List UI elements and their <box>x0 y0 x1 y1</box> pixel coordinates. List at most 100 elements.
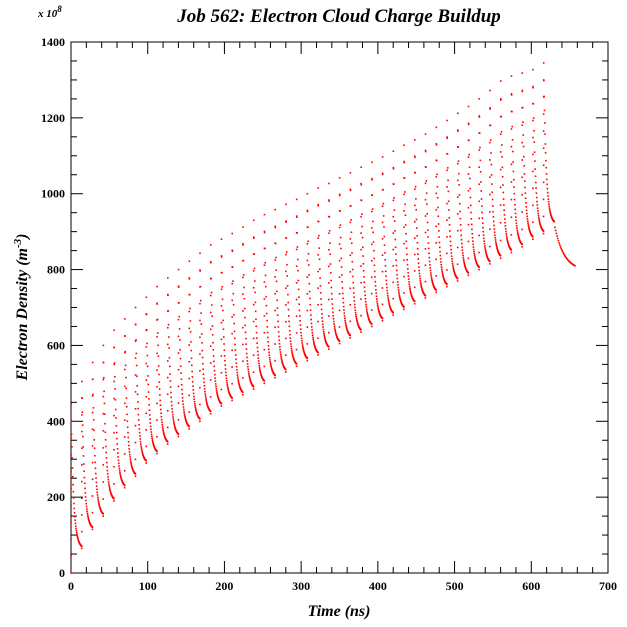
data-point <box>563 253 565 255</box>
data-point <box>375 295 378 298</box>
data-point <box>252 385 255 388</box>
data-point <box>311 334 314 336</box>
data-point <box>199 418 201 420</box>
data-point <box>331 303 334 305</box>
data-point <box>285 220 287 222</box>
data-point <box>156 450 158 452</box>
data-point <box>381 238 384 240</box>
data-point <box>278 342 281 345</box>
data-point <box>211 304 213 306</box>
data-point <box>511 138 514 141</box>
data-point <box>478 266 480 268</box>
data-point <box>168 365 171 368</box>
data-point <box>180 372 182 374</box>
data-point <box>80 530 83 533</box>
data-point <box>360 215 362 218</box>
data-point <box>452 267 455 270</box>
x-tick-label: 200 <box>215 579 233 593</box>
data-point <box>437 215 440 218</box>
data-point <box>342 297 344 300</box>
data-point <box>231 232 234 235</box>
data-point <box>365 303 367 306</box>
data-point <box>463 260 465 263</box>
data-point <box>458 194 461 196</box>
data-point <box>403 160 405 163</box>
data-point <box>381 205 384 207</box>
data-point <box>224 364 227 366</box>
data-point <box>403 308 405 311</box>
data-point <box>355 315 358 318</box>
data-point <box>489 245 491 248</box>
data-point <box>181 388 183 391</box>
data-point <box>216 394 219 396</box>
data-point <box>469 204 472 207</box>
data-point <box>321 320 324 323</box>
data-point <box>264 247 266 250</box>
data-point <box>116 448 119 450</box>
data-point <box>550 215 553 218</box>
data-point <box>91 411 94 414</box>
data-point <box>228 390 230 393</box>
data-point <box>515 222 518 225</box>
data-point <box>330 292 333 295</box>
data-point <box>470 217 473 220</box>
data-point <box>248 374 250 376</box>
data-point <box>322 330 325 333</box>
data-point <box>134 424 137 427</box>
data-point <box>254 310 257 313</box>
data-point <box>70 403 72 406</box>
data-point <box>341 287 344 289</box>
data-point <box>124 368 126 371</box>
data-point <box>353 303 356 306</box>
data-point <box>366 310 368 312</box>
data-point <box>84 492 87 494</box>
data-point <box>483 240 485 242</box>
data-point <box>72 490 75 493</box>
data-point <box>317 320 319 323</box>
data-point <box>435 159 438 162</box>
data-point <box>510 163 513 166</box>
data-point <box>523 180 526 182</box>
data-point <box>481 211 483 214</box>
data-point <box>317 187 319 189</box>
data-point <box>522 145 525 148</box>
data-point <box>501 175 504 178</box>
data-point <box>360 331 362 333</box>
data-point <box>211 334 214 336</box>
data-point <box>429 267 431 269</box>
data-point <box>172 416 174 418</box>
data-point <box>102 429 105 432</box>
data-point <box>220 402 223 405</box>
data-point <box>102 412 105 415</box>
data-point <box>447 167 449 169</box>
data-point <box>510 198 513 201</box>
data-point <box>265 312 268 315</box>
data-point <box>109 490 112 493</box>
data-point <box>211 315 213 317</box>
data-point <box>542 130 545 132</box>
data-point <box>328 298 330 301</box>
data-point <box>199 336 201 339</box>
data-point <box>140 445 142 447</box>
data-point <box>242 377 244 379</box>
data-point <box>546 183 548 186</box>
data-point <box>416 241 419 244</box>
data-point <box>535 181 537 184</box>
data-point <box>424 231 427 234</box>
data-point <box>469 187 471 190</box>
data-point <box>403 144 405 146</box>
data-point <box>179 357 182 360</box>
data-point <box>321 323 324 326</box>
data-point <box>195 410 198 413</box>
data-point <box>372 241 375 243</box>
data-point <box>394 230 396 232</box>
data-point <box>389 305 391 308</box>
data-point <box>235 358 237 361</box>
data-point <box>321 313 323 315</box>
data-point <box>356 321 359 324</box>
data-point <box>104 438 107 441</box>
data-point <box>354 311 357 314</box>
data-point <box>231 249 234 252</box>
data-point <box>297 288 300 291</box>
data-point <box>507 242 509 245</box>
